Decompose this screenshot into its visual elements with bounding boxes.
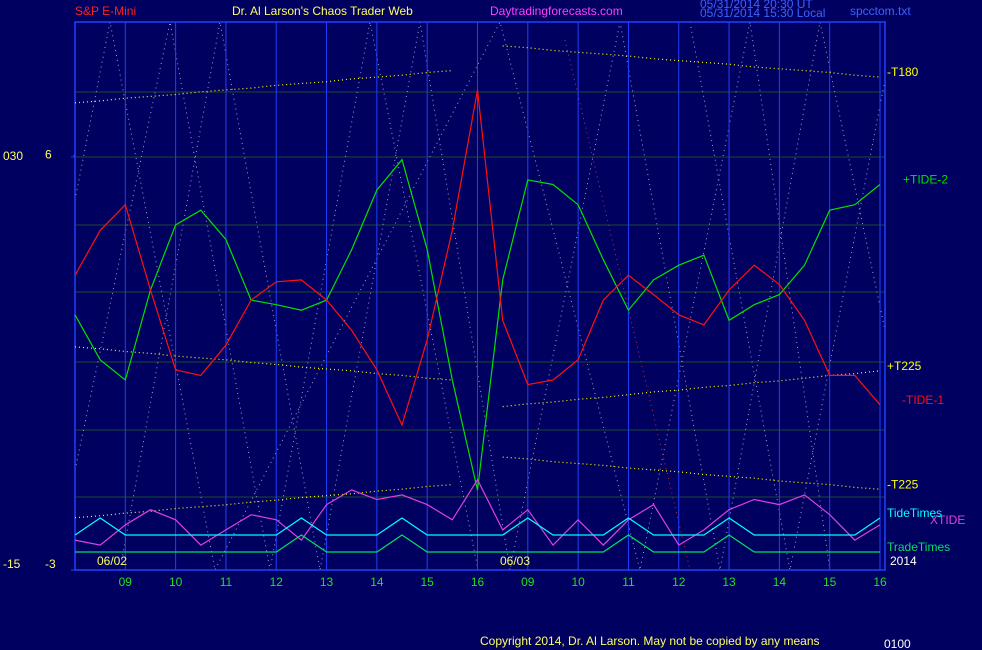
- x-tick-label: 12: [672, 575, 686, 589]
- series-line: [74, 158, 881, 491]
- y2-tick-label: -3: [45, 557, 56, 571]
- cycle-line: [564, 39, 691, 571]
- instrument: S&P E-Mini: [75, 4, 136, 18]
- x-tick-label: 11: [622, 575, 635, 589]
- code: 0100: [884, 637, 911, 650]
- series-label: -T180: [887, 65, 919, 79]
- x-tick-label: 11: [220, 575, 233, 589]
- y-tick-label: 030: [3, 149, 23, 163]
- y-tick-label: -15: [3, 557, 21, 571]
- year-label: 2014: [890, 554, 917, 568]
- x-tick-label: 13: [722, 575, 736, 589]
- cycle-line: [689, 21, 886, 571]
- series-label: +T225: [887, 359, 922, 373]
- x-tick-label: 16: [471, 575, 485, 589]
- x-tick-label: 10: [169, 575, 183, 589]
- x-tick-label: 14: [370, 575, 384, 589]
- series-line: [74, 517, 881, 536]
- series-line: [74, 89, 881, 427]
- timestamp-ut: 05/31/2014 20:30 UT: [700, 0, 813, 11]
- file-name: spcctom.txt: [850, 4, 911, 18]
- x-tick-label: 12: [270, 575, 284, 589]
- date-label: 06/02: [97, 554, 127, 568]
- horizontal-grid: [75, 91, 885, 498]
- x-tick-label: 10: [571, 575, 585, 589]
- y2-tick-label: 6: [45, 148, 52, 162]
- x-tick-label: 09: [119, 575, 133, 589]
- plot-area: [74, 22, 881, 570]
- x-tick-label: 09: [521, 575, 535, 589]
- series-label: +TIDE-2: [903, 173, 948, 187]
- x-tick-label: 16: [873, 575, 887, 589]
- series-label: -T225: [887, 477, 919, 491]
- series-line: [74, 478, 881, 547]
- x-tick-label: 13: [320, 575, 334, 589]
- plot-frame: [74, 21, 886, 571]
- series-label: -TIDE-1: [902, 393, 944, 407]
- x-tick-label: 15: [823, 575, 837, 589]
- copyright: Copyright 2014, Dr. Al Larson. May not b…: [480, 634, 820, 648]
- series-label: XTIDE: [930, 513, 965, 527]
- series-label: TradeTimes: [887, 540, 950, 554]
- website: Daytradingforecasts.com: [490, 4, 623, 18]
- series-line: [75, 534, 880, 553]
- date-label: 06/03: [500, 554, 530, 568]
- series-label: TideTimes: [887, 506, 942, 520]
- x-tick-label: 15: [421, 575, 435, 589]
- timestamp-local: 05/31/2014 15:30 Local: [700, 6, 825, 20]
- x-tick-label: 14: [773, 575, 787, 589]
- chart-title: Dr. Al Larson's Chaos Trader Web: [232, 4, 413, 18]
